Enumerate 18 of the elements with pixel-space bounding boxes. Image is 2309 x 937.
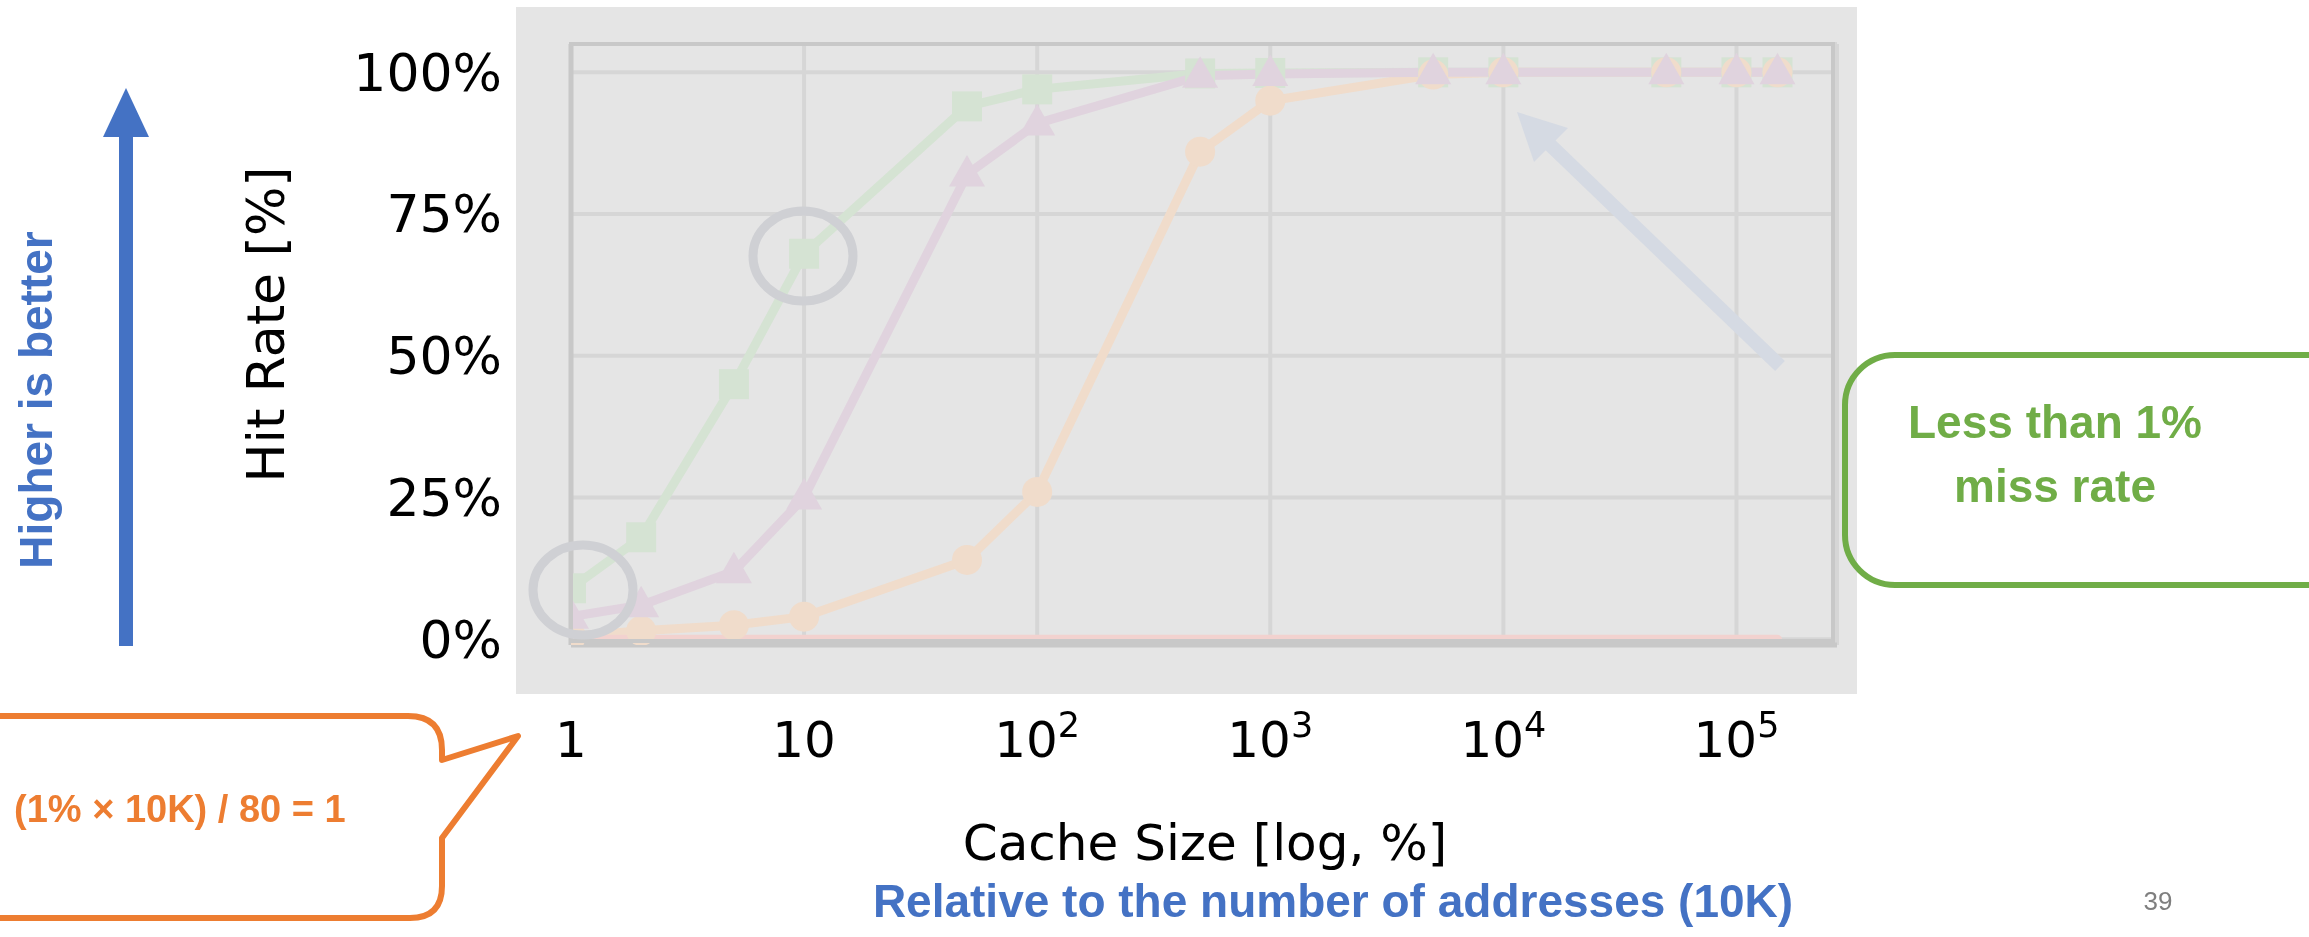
x-tick-label: 10$^{4}$ xyxy=(1460,705,1547,769)
x-tick-label: 10 xyxy=(772,711,836,769)
x-tick-label: 10$^{2}$ xyxy=(994,705,1081,769)
text: Relative to the number of addresses (10K) xyxy=(872,874,1794,928)
y-tick-label: 25% xyxy=(386,467,502,528)
x-tick-label: 1 xyxy=(555,711,587,769)
text: Higher is better xyxy=(9,231,63,569)
text: 39 xyxy=(2143,885,2173,917)
text: Less than 1% miss rate xyxy=(1907,395,2203,514)
y-tick-label: 75% xyxy=(386,184,502,245)
x-tick-label: 10$^{5}$ xyxy=(1693,705,1780,769)
x-axis-title: Cache Size [log, %] xyxy=(962,814,1448,872)
x-tick-label: 10$^{3}$ xyxy=(1227,705,1314,769)
y-axis-title: Hit Rate [%] xyxy=(236,166,297,483)
text: (1% × 10K) / 80 = 1 xyxy=(14,788,347,831)
y-tick-label: 50% xyxy=(386,326,502,387)
y-tick-label: 100% xyxy=(353,42,502,103)
y-tick-label: 0% xyxy=(419,609,502,670)
